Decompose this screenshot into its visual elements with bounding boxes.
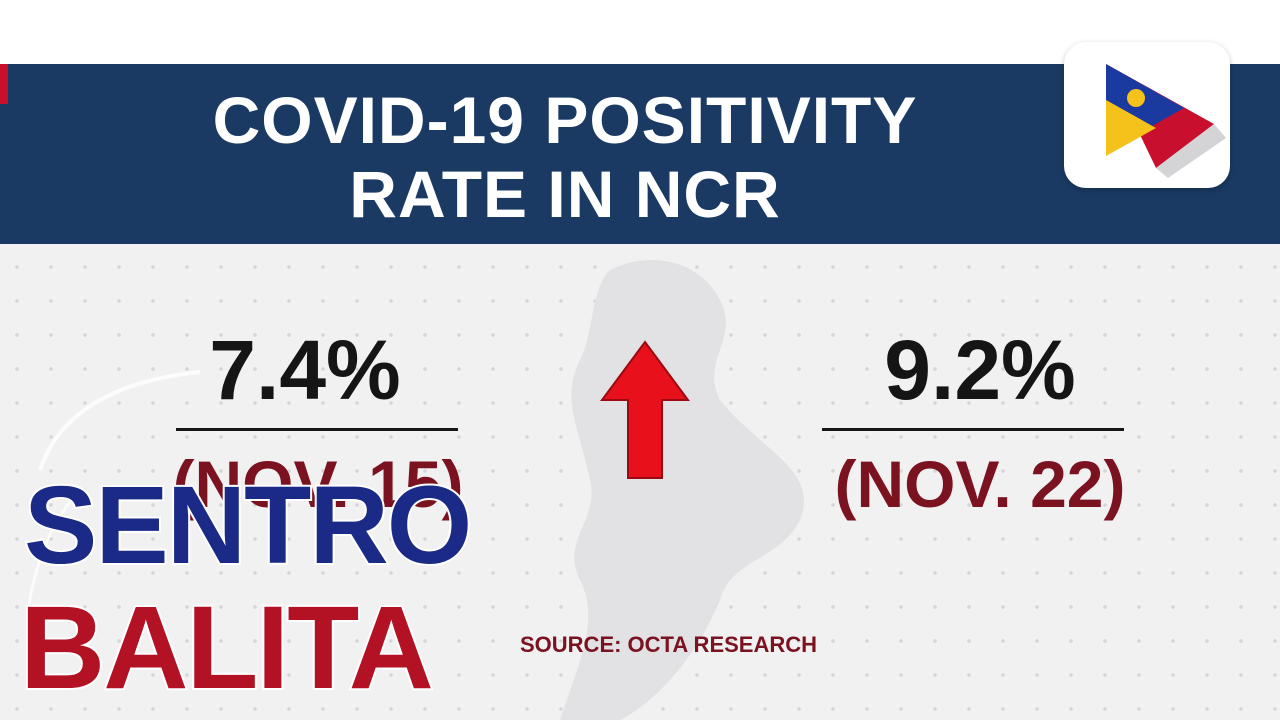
source-credit: SOURCE: OCTA RESEARCH: [520, 632, 818, 657]
current-rate-date: (NOV. 22): [834, 447, 1126, 521]
previous-rate-value: 7.4%: [209, 323, 401, 417]
program-title-line-1: SENTRO: [22, 464, 474, 587]
title-line-2: RATE IN NCR: [349, 157, 781, 231]
program-title-line-2: BALITA: [18, 582, 436, 714]
previous-rate-divider: [176, 428, 458, 431]
current-rate-value: 9.2%: [884, 323, 1076, 417]
banner-accent: [0, 64, 8, 104]
current-rate-divider: [822, 428, 1124, 431]
title-line-1: COVID-19 POSITIVITY: [212, 83, 918, 157]
previous-rate-date: (NOV. 15): [172, 447, 464, 521]
ptv-logo-icon: [1064, 42, 1230, 188]
up-arrow-icon: [600, 340, 690, 479]
